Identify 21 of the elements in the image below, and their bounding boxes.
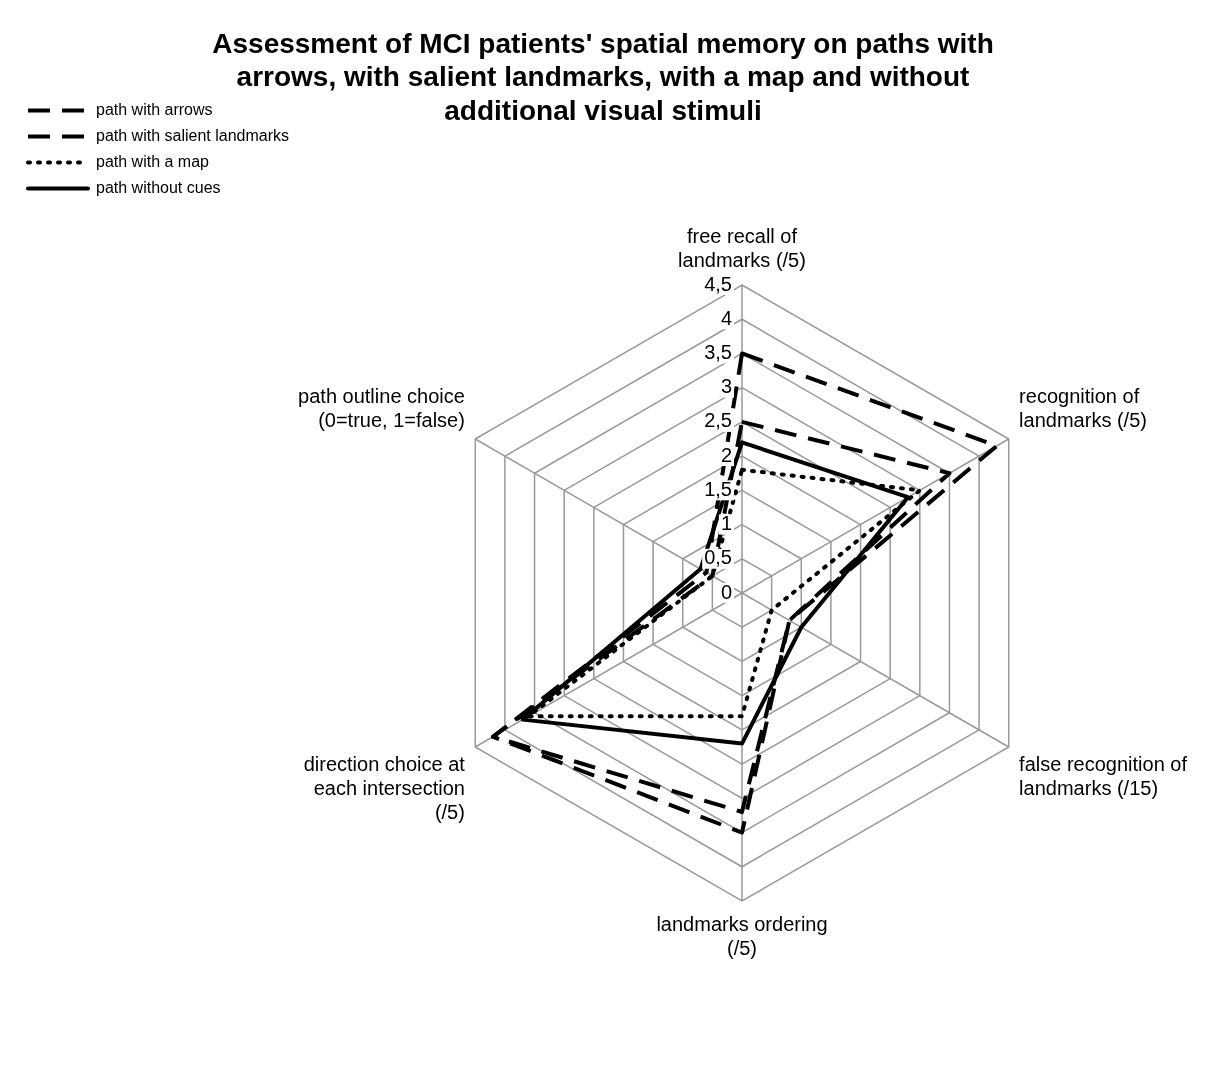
chart-title: Assessment of MCI patients' spatial memory on paths with arrows, with salient landmarks, with a map and without additional visual stimuli bbox=[212, 27, 994, 126]
spoke-label: free recall of landmarks (/5) bbox=[678, 224, 806, 271]
spoke-label: false recognition of landmarks (/15) bbox=[1019, 752, 1188, 799]
y-tick-label: 4 bbox=[720, 306, 732, 329]
spoke-label: path outline choice (0=true, 1=false) bbox=[298, 384, 465, 431]
y-tick-label: 4,5 bbox=[704, 272, 732, 295]
legend-label: path with a map bbox=[96, 152, 210, 170]
spoke-label: direction choice at each intersection (/5) bbox=[303, 752, 466, 823]
y-tick-label: 1 bbox=[720, 512, 732, 535]
y-tick-label: 3,5 bbox=[704, 340, 732, 363]
legend-label: path with arrows bbox=[96, 100, 213, 118]
y-tick-label: 2,5 bbox=[704, 409, 732, 432]
spoke-label: recognition of landmarks (/5) bbox=[1019, 384, 1147, 431]
y-tick-label: 2 bbox=[720, 443, 732, 466]
y-tick-label: 0,5 bbox=[704, 546, 732, 569]
legend-label: path without cues bbox=[96, 178, 221, 196]
y-tick-label: 3 bbox=[720, 375, 732, 398]
spoke-label: landmarks ordering (/5) bbox=[656, 912, 828, 959]
y-tick-label: 0 bbox=[720, 580, 732, 603]
legend-label: path with salient landmarks bbox=[96, 126, 289, 144]
y-tick-label: 1,5 bbox=[704, 477, 732, 500]
